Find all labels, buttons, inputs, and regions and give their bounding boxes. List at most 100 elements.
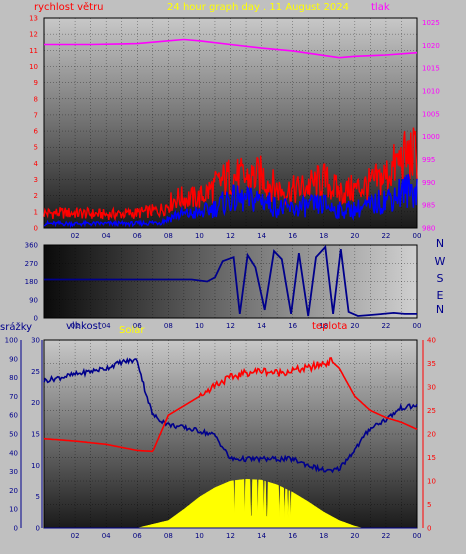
pressure-tick-label: 990 [422, 179, 435, 187]
rain-tick-label: 30 [9, 468, 18, 476]
wind-series [43, 38, 418, 229]
temp-humidity-solar-chart: 0102030405060708090100051015202530051015… [0, 321, 436, 540]
direction-tick-label: 360 [25, 242, 38, 250]
temperature-label: teplota [312, 321, 347, 332]
direction-tick-label: 90 [29, 296, 38, 304]
wind-axes: 0123456789101112139809859909951000100510… [29, 15, 440, 241]
wind-tick-label: 12 [29, 31, 38, 39]
wind-tick-label: 9 [34, 79, 38, 87]
x-tick-label: 10 [195, 322, 204, 330]
x-tick-label: 12 [226, 322, 235, 330]
direction-letter: E [437, 289, 444, 302]
wind-tick-label: 13 [29, 15, 38, 23]
x-tick-label: 04 [102, 532, 111, 540]
solar-label: Solar [119, 325, 145, 336]
wind-tick-label: 4 [34, 160, 39, 168]
direction-tick-label: 0 [34, 315, 38, 323]
pressure-tick-label: 1000 [422, 133, 440, 141]
direction-letter: S [437, 272, 444, 285]
pressure-line [44, 38, 418, 59]
chart-title: 24 hour graph day . 11 August 2024 [167, 2, 349, 13]
temperature-tick-label: 35 [427, 360, 436, 368]
pressure-tick-label: 985 [422, 202, 435, 210]
humidity-tick-label: 5 [36, 493, 40, 501]
x-tick-label: 14 [257, 232, 266, 240]
x-tick-label: 16 [288, 532, 297, 540]
humidity-tick-label: 20 [31, 399, 40, 407]
rain-tick-label: 40 [9, 449, 18, 457]
x-tick-label: 14 [257, 532, 266, 540]
wind-tick-label: 8 [34, 95, 38, 103]
rain-tick-label: 20 [9, 487, 18, 495]
rain-tick-label: 10 [9, 506, 18, 514]
wind-tick-label: 7 [34, 111, 38, 119]
wind-tick-label: 2 [34, 192, 38, 200]
gust-line [43, 127, 418, 222]
wind-tick-label: 0 [34, 225, 38, 233]
temperature-tick-label: 0 [427, 525, 431, 533]
rain-tick-label: 70 [9, 393, 18, 401]
solar-area [137, 478, 363, 529]
temperature-tick-label: 30 [427, 384, 436, 392]
x-tick-label: 10 [195, 532, 204, 540]
x-tick-label: 02 [71, 322, 80, 330]
x-tick-label: 02 [71, 232, 80, 240]
wind-tick-label: 1 [34, 208, 38, 216]
pressure-tick-label: 1025 [422, 19, 440, 27]
rain-tick-label: 50 [9, 431, 18, 439]
rain-tick-label: 80 [9, 374, 18, 382]
wind-speed-label: rychlost větru [34, 1, 104, 13]
x-tick-label: 12 [226, 532, 235, 540]
temperature-tick-label: 25 [427, 407, 436, 415]
wind-direction-line [44, 244, 417, 317]
humidity-tick-label: 15 [31, 431, 40, 439]
x-tick-label: 18 [319, 322, 328, 330]
wind-tick-label: 6 [34, 128, 39, 136]
humidity-line [43, 357, 418, 474]
x-tick-label: 06 [133, 232, 142, 240]
humidity-label: vlhkost [66, 321, 102, 332]
rain-tick-label: 0 [14, 525, 18, 533]
humidity-tick-label: 30 [31, 337, 40, 345]
x-tick-label: 12 [226, 232, 235, 240]
x-tick-label: 22 [381, 232, 390, 240]
pressure-tick-label: 1010 [422, 88, 440, 96]
x-tick-label: 06 [133, 532, 142, 540]
temperature-line [43, 357, 418, 453]
bottom-grid [44, 339, 417, 529]
direction-letter: W [435, 255, 446, 268]
humidity-tick-label: 0 [36, 525, 40, 533]
x-tick-label: 08 [164, 322, 173, 330]
direction-grid [44, 244, 417, 319]
x-tick-label: 16 [288, 232, 297, 240]
x-tick-label: 06 [133, 322, 142, 330]
direction-tick-label: 180 [25, 278, 38, 286]
pressure-tick-label: 995 [422, 156, 435, 164]
rain-tick-label: 90 [9, 355, 18, 363]
x-tick-label: 20 [350, 232, 359, 240]
bottom-series [43, 357, 418, 529]
pressure-tick-label: 980 [422, 225, 435, 233]
wind-tick-label: 11 [29, 47, 38, 55]
x-tick-label: 10 [195, 232, 204, 240]
wind-tick-label: 10 [29, 63, 38, 71]
rain-tick-label: 60 [9, 412, 18, 420]
wind-pressure-chart: 0123456789101112139809859909951000100510… [29, 1, 440, 240]
pressure-tick-label: 1005 [422, 110, 440, 118]
direction-letter: N [436, 303, 444, 316]
direction-letter: N [436, 237, 444, 250]
humidity-tick-label: 10 [31, 462, 40, 470]
bottom-axes: 0102030405060708090100051015202530051015… [5, 337, 436, 541]
x-tick-label: 08 [164, 232, 173, 240]
x-tick-label: 22 [381, 322, 390, 330]
direction-tick-label: 270 [25, 260, 38, 268]
x-tick-label: 16 [288, 322, 297, 330]
x-tick-label: 04 [102, 322, 111, 330]
x-tick-label: 20 [350, 532, 359, 540]
x-tick-label: 08 [164, 532, 173, 540]
x-tick-label: 20 [350, 322, 359, 330]
